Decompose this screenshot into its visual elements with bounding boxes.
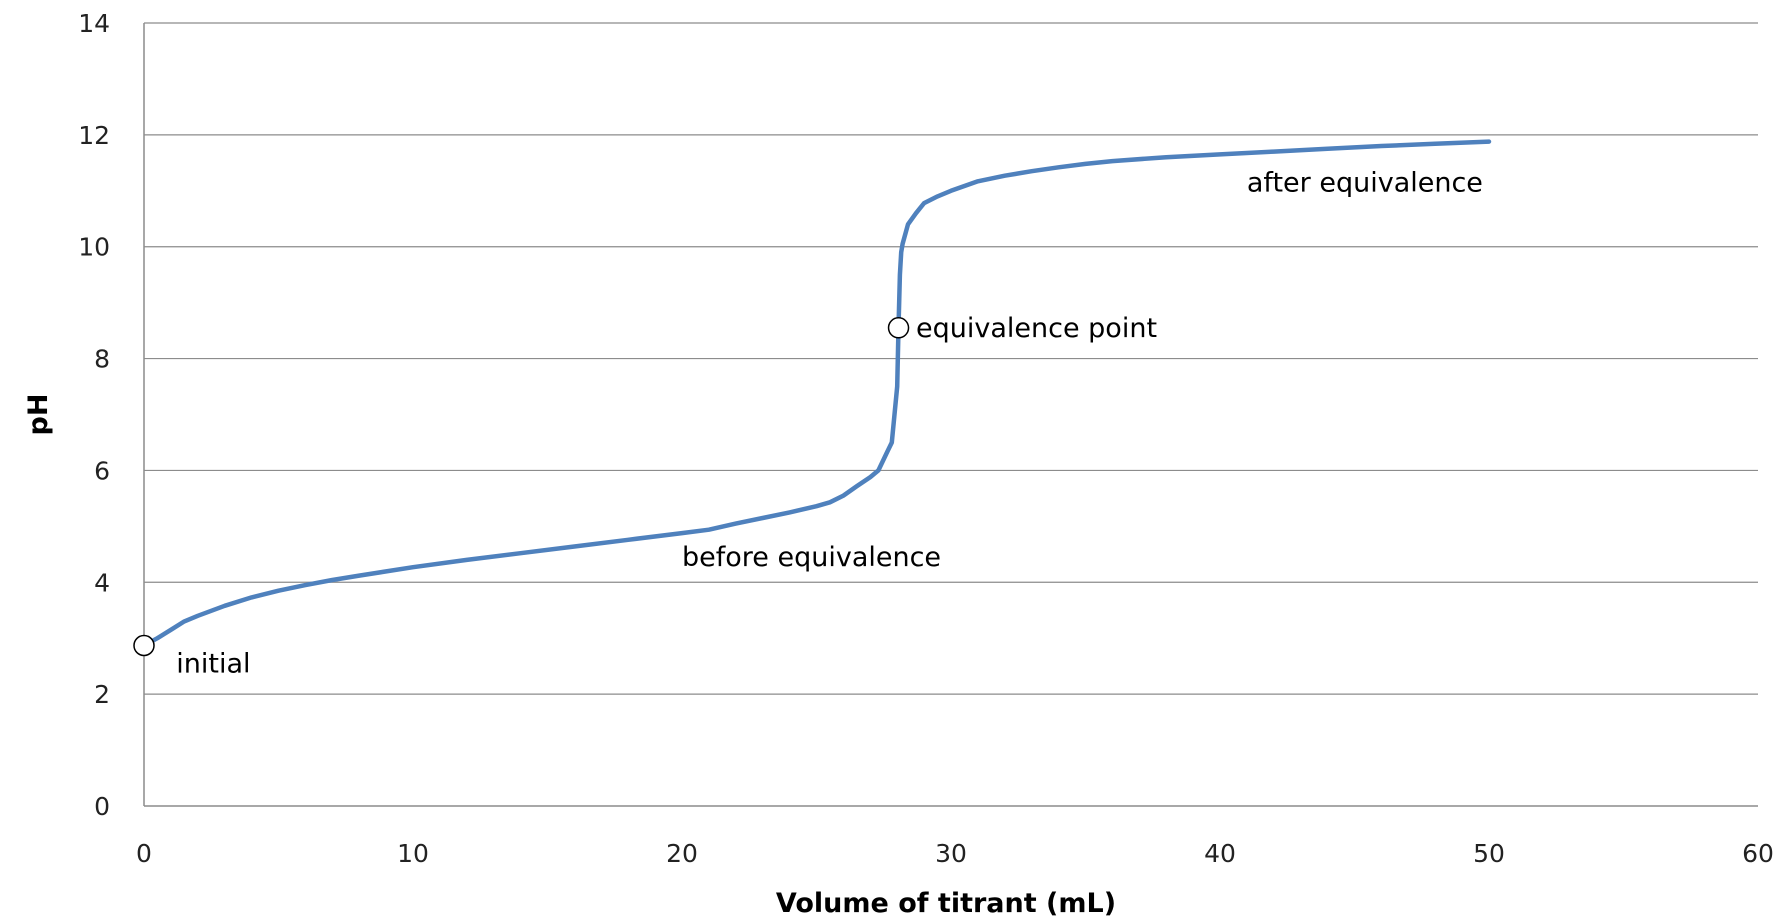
series-group	[141, 139, 1492, 648]
y-tick-label: 2	[94, 680, 110, 709]
annotation-label: before equivalence	[682, 542, 941, 573]
x-tick-label: 40	[1204, 839, 1236, 868]
x-tick-label: 20	[666, 839, 698, 868]
x-tick-labels: 0 10 20 30 40 50 60	[136, 839, 1774, 868]
y-tick-label: 8	[94, 345, 110, 374]
annotation-label: after equivalence	[1247, 167, 1483, 198]
y-tick-labels: 0 2 4 6 8 10 12 14	[78, 9, 110, 821]
y-tick-label: 4	[94, 568, 110, 597]
y-tick-label: 10	[78, 233, 110, 262]
x-tick-label: 0	[136, 839, 152, 868]
y-tick-label: 6	[94, 456, 110, 485]
y-tick-label: 0	[94, 792, 110, 821]
x-axis-title: Volume of titrant (mL)	[776, 888, 1116, 919]
x-tick-label: 30	[935, 839, 967, 868]
x-tick-label: 50	[1473, 839, 1505, 868]
x-tick-label: 10	[397, 839, 429, 868]
x-tick-label: 60	[1742, 839, 1774, 868]
axes	[143, 23, 1758, 807]
annotation-label: equivalence point	[916, 313, 1157, 344]
titration-curve	[141, 139, 1492, 648]
initial-point-marker	[133, 634, 155, 657]
gridlines	[144, 22, 1758, 695]
y-axis-title: pH	[23, 394, 54, 436]
equivalence-point-marker	[887, 317, 910, 339]
annotation-label: initial	[176, 648, 250, 679]
y-tick-label: 14	[78, 9, 110, 38]
markers-group	[133, 317, 910, 657]
y-tick-label: 12	[78, 121, 110, 150]
annotations-group: initial equivalence point before equivalen…	[176, 167, 1483, 679]
